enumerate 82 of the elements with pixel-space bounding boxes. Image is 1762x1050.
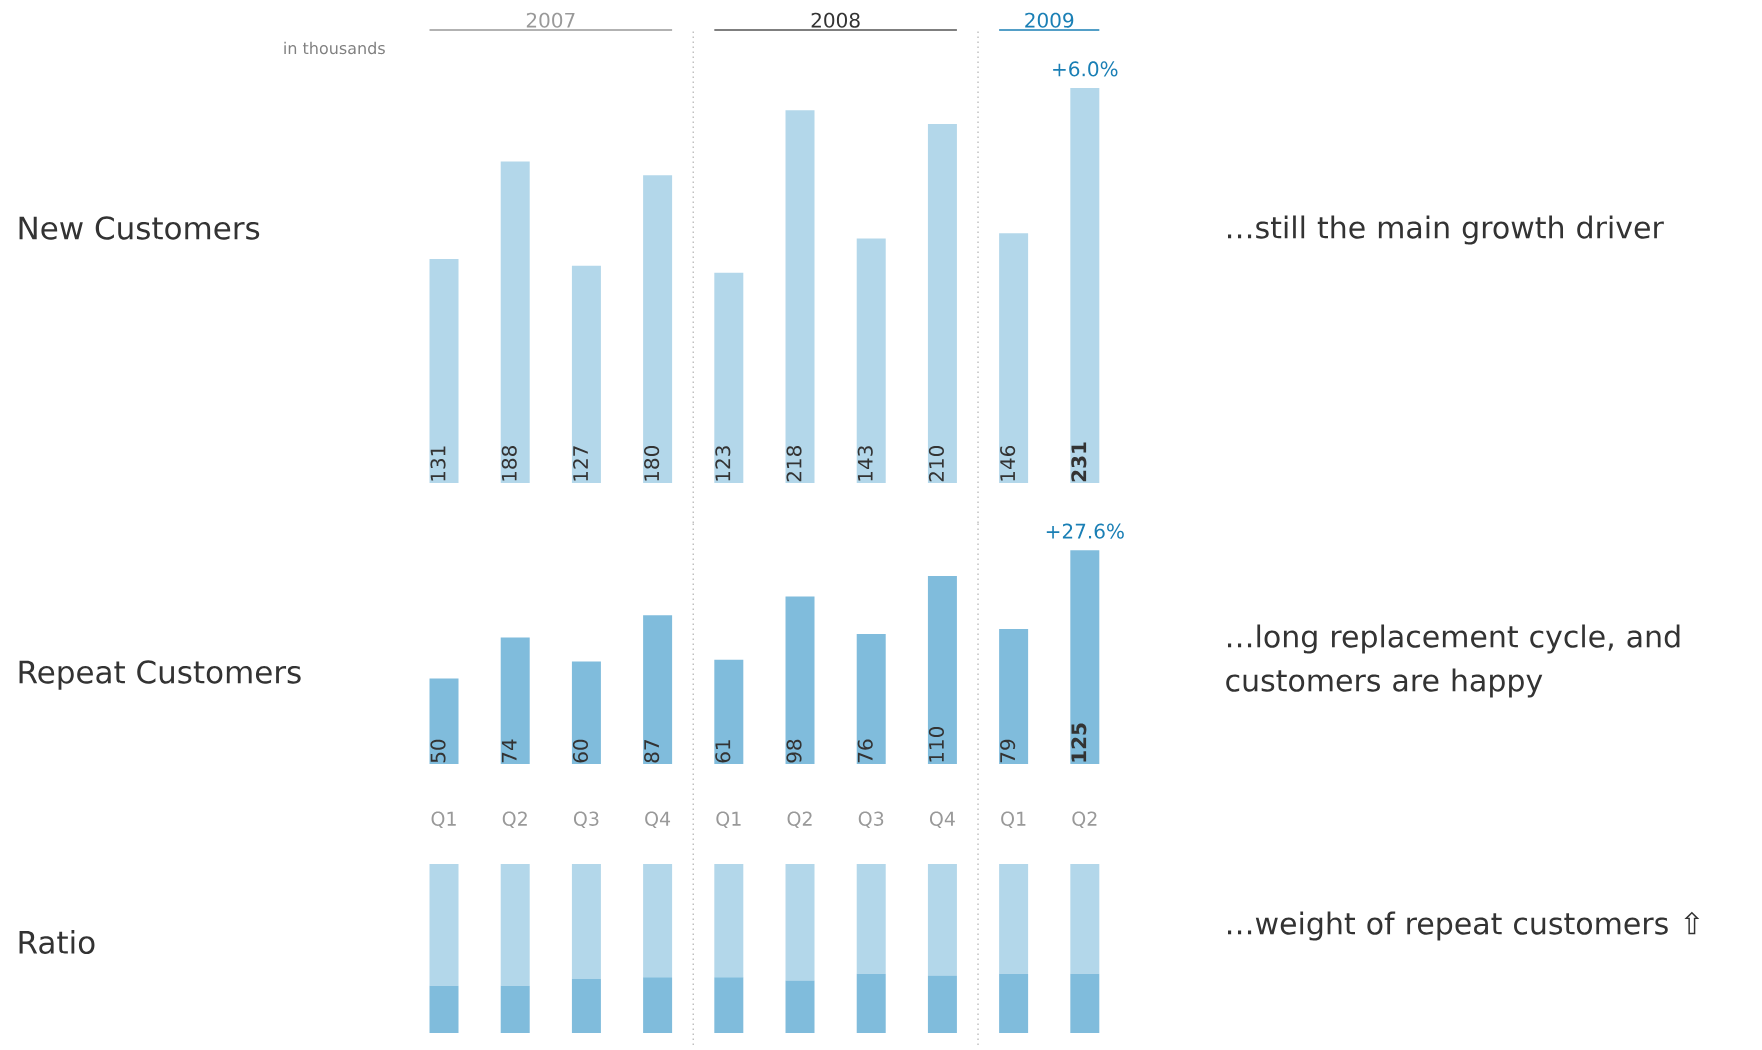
bar [643,864,673,978]
data-label: 210 [928,445,944,482]
x-tick-label: Q3 [858,811,884,829]
data-label: 146 [1000,445,1016,481]
bar [643,615,673,764]
bar [1070,550,1100,764]
text: 2009 [1025,12,1074,28]
bar [571,661,601,764]
x-tick-label: Q1 [716,811,741,829]
bar [500,161,530,483]
text: in thousands [284,41,385,55]
data-label: 50 [430,739,446,763]
text: …long replacement cycle, and customers are happy [1226,624,1680,698]
text: New Customers [19,216,260,240]
text: …still the main growth driver [1228,215,1664,245]
data-label: 231 [1071,442,1087,482]
x-tick-label: Q4 [929,811,955,829]
data-label: 125 [1071,723,1087,762]
text: 2007 [526,12,575,28]
bar [571,978,601,1033]
x-tick-label: Q1 [431,811,456,829]
bar [429,258,459,483]
bar [500,985,530,1033]
data-label: 60 [572,739,588,763]
bar [1070,973,1100,1033]
x-tick-label: Q2 [1072,811,1097,829]
bar [714,272,744,483]
bar [999,628,1029,764]
bar [999,864,1029,974]
bar [785,596,815,764]
bar [927,575,957,764]
bar [429,678,459,764]
x-tick-label: Q4 [645,811,671,829]
bar [643,175,673,483]
data-label: 61 [715,740,731,763]
bar [785,110,815,483]
data-label: 188 [501,446,517,481]
data-label: 98 [786,739,802,763]
bar [571,864,601,979]
data-label: 79 [1000,739,1016,763]
bar [785,980,815,1033]
bar [714,864,744,978]
bar [571,265,601,483]
bar [856,634,886,764]
bar [714,659,744,764]
data-label: 74 [501,739,517,763]
bar [1070,864,1100,974]
data-label: 123 [715,446,731,481]
bar [500,637,530,764]
text: …weight of repeat customers ⇧ [1228,911,1700,941]
x-tick-label: Q2 [787,811,812,829]
x-tick-label: Q2 [502,811,527,829]
bar [429,864,459,986]
bar [927,123,957,483]
bar [856,238,886,483]
bar [927,864,957,976]
text: Repeat Customers [19,660,301,690]
bar [714,977,744,1033]
data-label: 110 [928,726,944,762]
bar [643,977,673,1033]
bar [500,864,530,986]
bar [429,985,459,1033]
text: +6.0% [1053,61,1118,77]
text: +27.6% [1046,523,1124,539]
data-label: 87 [644,740,660,763]
data-label: 127 [573,446,588,481]
bar [999,233,1029,483]
data-label: 218 [786,446,802,482]
x-tick-label: Q1 [1001,811,1026,829]
bar [999,973,1029,1033]
data-label: 76 [857,739,873,763]
data-label: 180 [644,445,660,481]
data-label: 143 [857,446,873,481]
text: Ratio [19,930,95,954]
x-tick-label: Q3 [573,811,599,829]
text: 2008 [811,12,860,28]
bar [856,864,886,974]
bar [927,975,957,1033]
bar [856,973,886,1033]
data-label: 131 [430,446,446,481]
bar [1070,87,1100,483]
bar [785,864,815,981]
